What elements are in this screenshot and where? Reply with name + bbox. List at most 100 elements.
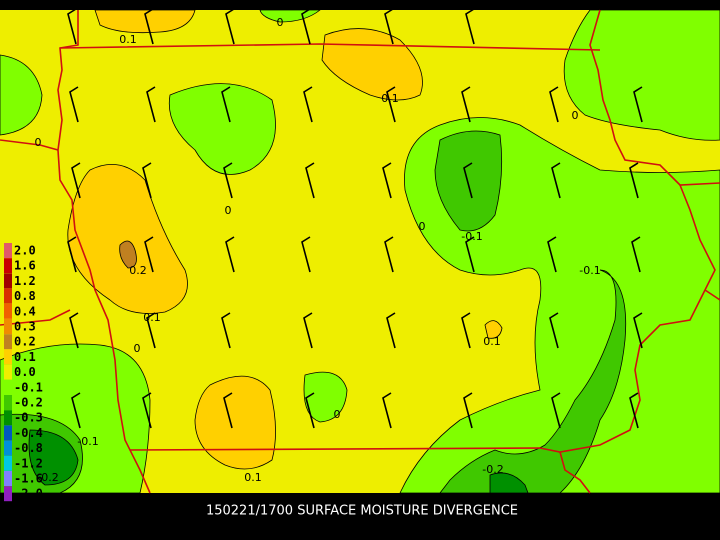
legend-swatch xyxy=(4,395,12,410)
legend-swatch xyxy=(4,440,12,456)
wind-barbs xyxy=(67,8,643,429)
state-boundaries xyxy=(0,9,720,494)
wind-barb xyxy=(629,162,639,199)
contour-label: 0 xyxy=(334,408,341,421)
contour-label: 0 xyxy=(134,342,141,355)
legend-swatch xyxy=(4,258,12,274)
legend-label: 0.4 xyxy=(14,304,36,318)
contour-label: 0 xyxy=(572,109,579,122)
legend-label: -1.6 xyxy=(14,472,43,486)
contour-label: -0.2 xyxy=(482,463,503,476)
wind-barb xyxy=(384,8,394,45)
legend-label: 0.0 xyxy=(14,365,36,379)
legend-swatch xyxy=(4,486,12,502)
wind-barb xyxy=(71,162,81,199)
wind-barb xyxy=(221,312,231,349)
wind-barb xyxy=(225,8,235,45)
wind-barb xyxy=(547,236,557,273)
legend-swatch xyxy=(4,425,12,441)
legend-label: 2.0 xyxy=(14,244,36,258)
wind-barb xyxy=(629,392,639,429)
wind-barb xyxy=(301,8,311,45)
wind-barb xyxy=(71,392,81,429)
legend-swatch xyxy=(4,334,12,350)
contour-labels: 0.1 0 0.1 0 0 0 0 -0.1 -0.1 0.2 0.1 0 0.1 0 -0.1 0.1 -0.… xyxy=(35,16,601,484)
wind-barb xyxy=(301,236,311,273)
legend-swatch xyxy=(4,303,12,319)
wind-barb xyxy=(303,86,313,123)
contour-label: 0 xyxy=(35,136,42,149)
contour-label: -0.2 xyxy=(37,471,58,484)
wind-barb xyxy=(461,86,471,123)
wind-barb xyxy=(633,312,643,349)
contour-label: 0.2 xyxy=(129,264,147,277)
legend-label: -0.1 xyxy=(14,380,43,394)
wind-barb xyxy=(144,8,154,45)
wind-barb xyxy=(461,312,471,349)
contour-label: 0.1 xyxy=(143,311,161,324)
wind-barb xyxy=(146,312,156,349)
map-title: 150221/1700 SURFACE MOISTURE DIVERGENCE xyxy=(206,504,518,519)
wind-barb xyxy=(384,236,394,273)
legend-swatch xyxy=(4,471,12,486)
wind-barb xyxy=(223,162,233,199)
wind-barb xyxy=(631,236,641,273)
wind-barb xyxy=(386,312,396,349)
wind-barb xyxy=(69,86,79,123)
legend-label: 1.6 xyxy=(14,259,36,273)
contour-label: -0.1 xyxy=(461,230,482,243)
legend-label: -2.0 xyxy=(14,487,43,501)
legend-label: -1.2 xyxy=(14,456,43,470)
contour-label: 0.1 xyxy=(381,92,399,105)
legend-swatch xyxy=(4,288,12,304)
wind-barb xyxy=(142,392,152,429)
wind-barb xyxy=(223,392,233,429)
legend-swatch xyxy=(4,455,12,471)
legend-swatch xyxy=(4,379,12,395)
wind-barb xyxy=(144,236,154,273)
contour-label: 0 xyxy=(277,16,284,29)
legend-label: -0.4 xyxy=(14,426,43,440)
wind-barb xyxy=(67,236,77,273)
contour-label: 0 xyxy=(225,204,232,217)
wind-barb xyxy=(305,162,315,199)
wind-barb xyxy=(225,236,235,273)
wind-barb xyxy=(221,86,231,123)
wind-barb xyxy=(465,236,475,273)
wind-barb xyxy=(551,162,561,199)
wind-barb xyxy=(305,392,315,429)
wind-barb xyxy=(142,162,152,199)
wind-barb xyxy=(69,312,79,349)
legend-label: -0.3 xyxy=(14,411,43,425)
legend-label: -0.8 xyxy=(14,441,43,455)
contour-label: -0.1 xyxy=(77,435,98,448)
legend-swatch xyxy=(4,243,12,258)
wind-barb xyxy=(463,392,473,429)
legend-label: 0.3 xyxy=(14,320,36,334)
legend-swatch xyxy=(4,364,12,380)
legend-swatch xyxy=(4,273,12,289)
legend-label: 0.8 xyxy=(14,289,36,303)
legend-swatch xyxy=(4,319,12,334)
contour-label: 0.1 xyxy=(119,33,137,46)
contour-label: 0.1 xyxy=(244,471,262,484)
contour-label: 0 xyxy=(419,220,426,233)
wind-barb xyxy=(382,392,392,429)
contour-label: -0.1 xyxy=(579,264,600,277)
wind-barb xyxy=(382,162,392,199)
wind-barb xyxy=(549,312,559,349)
wind-barb xyxy=(463,162,473,199)
legend-swatch xyxy=(4,349,12,365)
wind-barb xyxy=(67,8,77,45)
wind-barb xyxy=(303,312,313,349)
legend-label: 0.2 xyxy=(14,335,36,349)
legend-label: 1.2 xyxy=(14,274,36,288)
legend-label: 0.1 xyxy=(14,350,36,364)
wind-barb xyxy=(465,8,475,45)
wind-barb xyxy=(549,86,559,123)
wind-barb xyxy=(633,86,643,123)
legend-swatch xyxy=(4,410,12,426)
contour-label: 0.1 xyxy=(483,335,501,348)
wind-barb xyxy=(386,86,396,123)
